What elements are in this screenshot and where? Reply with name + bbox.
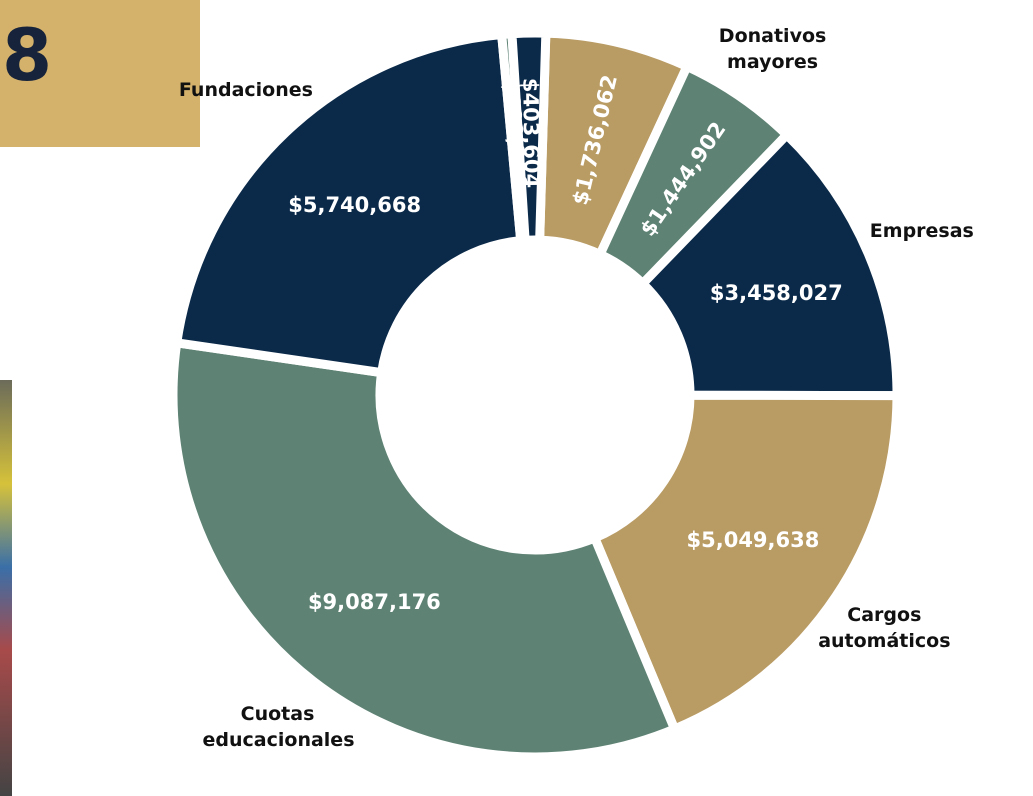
category-label: Fundaciones <box>178 79 313 102</box>
photo-strip <box>0 380 12 796</box>
value-label: $5,049,638 <box>686 528 820 553</box>
value-label: $3,458,027 <box>709 280 843 305</box>
category-label: Donativos mayores <box>718 24 827 73</box>
slice <box>171 29 526 378</box>
category-label: Cuotas educacionales <box>202 702 355 751</box>
category-label: Empresas <box>869 220 974 243</box>
category-label: Cargos automáticos <box>818 604 951 653</box>
badge: 8 <box>0 0 200 147</box>
value-label: $5,740,668 <box>288 192 422 217</box>
slice <box>636 128 902 401</box>
value-label: $9,087,176 <box>307 589 441 614</box>
slice <box>588 390 902 735</box>
slice <box>507 28 551 246</box>
category-label: Otros ingresos <box>427 0 577 2</box>
slice <box>168 337 681 762</box>
value-label: $403,604 <box>517 77 544 189</box>
